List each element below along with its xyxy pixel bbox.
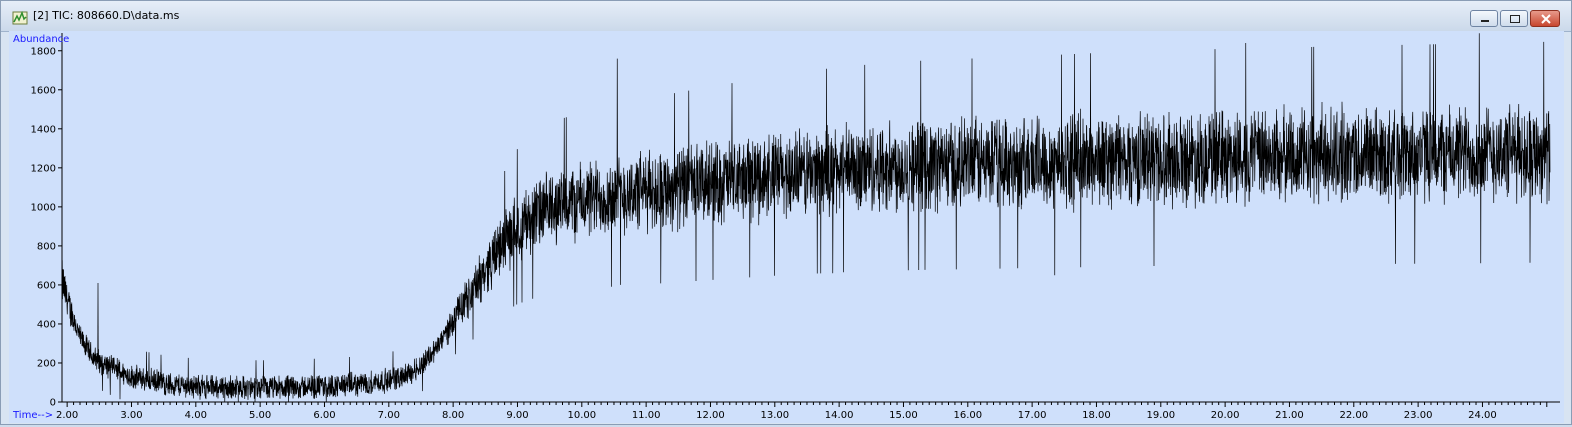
chromatogram-app-icon	[12, 10, 28, 25]
minimize-button[interactable]	[1470, 10, 1498, 27]
y-tick-label: 1200	[31, 163, 56, 174]
x-tick-label: 22.00	[1339, 410, 1368, 421]
x-tick-label: 16.00	[953, 410, 982, 421]
close-icon	[1541, 14, 1551, 24]
x-tick-label: 4.00	[185, 410, 207, 421]
title-bar[interactable]: [2] TIC: 808660.D\data.ms	[1, 1, 1571, 32]
x-tick-label: 7.00	[378, 410, 400, 421]
x-tick-label: 9.00	[506, 410, 528, 421]
y-tick-label: 600	[37, 280, 56, 291]
x-tick-label: 23.00	[1404, 410, 1433, 421]
x-tick-label: 5.00	[249, 410, 271, 421]
window-title: [2] TIC: 808660.D\data.ms	[33, 9, 180, 22]
x-tick-label: 2.00	[56, 410, 78, 421]
y-tick-label: 1600	[31, 85, 56, 96]
x-tick-label: 6.00	[313, 410, 335, 421]
x-tick-label: 18.00	[1082, 410, 1111, 421]
x-tick-label: 10.00	[567, 410, 596, 421]
x-tick-label: 24.00	[1468, 410, 1497, 421]
x-tick-label: 12.00	[696, 410, 725, 421]
tic-series-line	[61, 33, 1551, 403]
x-tick-label: 11.00	[632, 410, 661, 421]
y-tick-label: 800	[37, 241, 56, 252]
x-tick-label: 17.00	[1018, 410, 1047, 421]
y-tick-label: 400	[37, 319, 56, 330]
minimize-icon	[1481, 20, 1489, 22]
x-tick-label: 8.00	[442, 410, 464, 421]
x-tick-label: 20.00	[1211, 410, 1240, 421]
x-axis-label: Time-->	[12, 410, 53, 421]
chromatogram-plot-area[interactable]: 0 200 400 600 800 1000 1200 1400 1600 1800 2.00 3.0…	[9, 31, 1564, 423]
y-tick-label: 1800	[31, 46, 56, 57]
y-tick-label: 200	[37, 358, 56, 369]
x-tick-label: 14.00	[825, 410, 854, 421]
y-axis-label: Abundance	[13, 34, 69, 45]
x-tick-label: 3.00	[120, 410, 142, 421]
x-tick-label: 19.00	[1146, 410, 1175, 421]
x-tick-label: 21.00	[1275, 410, 1304, 421]
y-tick-label: 1400	[31, 124, 56, 135]
y-tick-label: 1000	[31, 202, 56, 213]
x-tick-label: 15.00	[889, 410, 918, 421]
maximize-button[interactable]	[1500, 10, 1528, 27]
tic-chart: 0 200 400 600 800 1000 1200 1400 1600 1800 2.00 3.0…	[12, 33, 1560, 421]
x-tick-label: 13.00	[760, 410, 789, 421]
close-button[interactable]	[1530, 10, 1560, 27]
y-tick-label: 0	[50, 398, 56, 409]
maximize-icon	[1510, 15, 1520, 23]
